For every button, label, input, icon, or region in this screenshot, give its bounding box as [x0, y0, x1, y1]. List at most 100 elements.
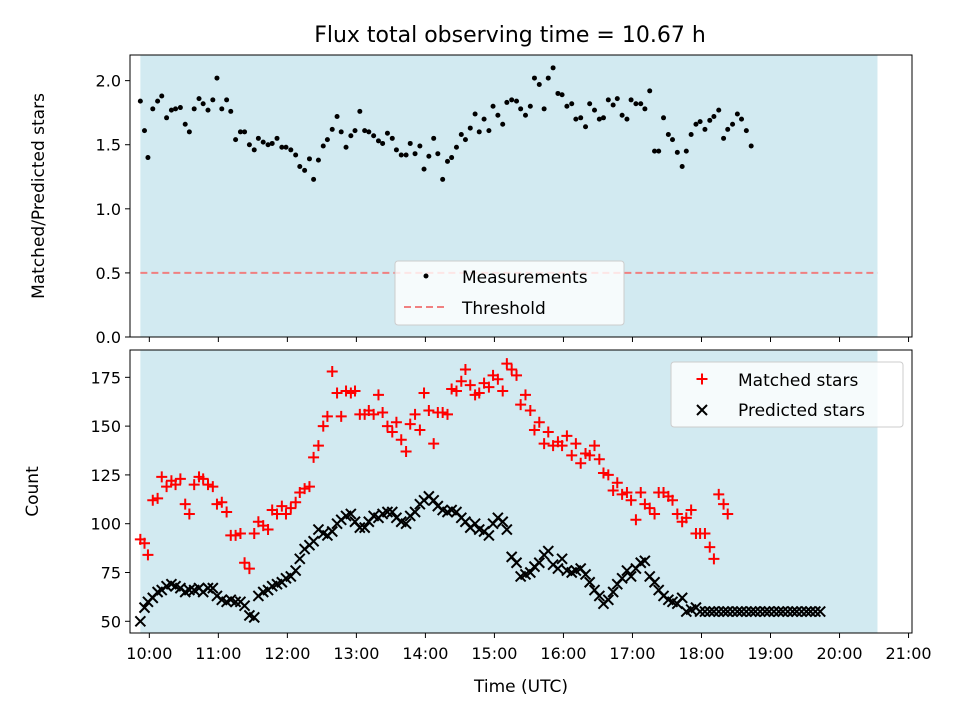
y-axis-ticks: 50 75 100 125 150 175 — [90, 368, 130, 631]
predicted-star-point — [763, 605, 775, 618]
chart-title: Flux total observing time = 10.67 h — [314, 23, 706, 48]
matched-star-point — [174, 473, 186, 485]
measurement-point — [472, 111, 478, 117]
measurement-point — [730, 121, 736, 127]
predicted-star-point — [786, 605, 799, 618]
matched-star-point — [138, 537, 150, 549]
measurement-point — [186, 129, 192, 135]
legend: Matched stars Predicted stars — [670, 361, 904, 428]
measurement-point — [559, 92, 565, 98]
predicted-star-point — [773, 605, 785, 618]
measurement-point — [182, 121, 188, 127]
predicted-star-point — [183, 584, 196, 596]
measurement-point — [279, 144, 285, 150]
matched-star-point — [321, 410, 333, 422]
y-tick-label: 175 — [90, 368, 121, 387]
measurement-point — [674, 149, 680, 155]
measurement-point — [371, 133, 377, 139]
matched-star-point — [216, 496, 228, 508]
measurement-point — [734, 111, 740, 117]
x-tick-label: 20:00 — [816, 644, 862, 663]
predicted-star-point — [533, 557, 545, 569]
measurement-point — [274, 135, 280, 141]
predicted-star-point — [427, 494, 440, 506]
measurement-point — [366, 129, 372, 135]
axes-frame — [129, 54, 913, 338]
measurement-point — [628, 97, 634, 103]
measurement-point — [412, 151, 418, 157]
predicted-star-point — [294, 553, 306, 565]
matched-star-point — [156, 471, 168, 483]
y-axis-label: Matched/Predicted stars — [29, 93, 49, 299]
predicted-star-point — [740, 605, 753, 618]
predicted-star-point — [307, 535, 320, 547]
predicted-star-point — [326, 525, 338, 538]
y-axis-ticks: 0.0 0.5 1.0 1.5 2.0 — [96, 72, 130, 347]
matched-star-point — [708, 553, 720, 565]
measurement-point — [527, 103, 533, 109]
measurement-point — [137, 98, 143, 104]
measurement-point — [237, 129, 243, 135]
legend-marker-predicted — [696, 404, 708, 416]
matched-star-point — [326, 365, 338, 377]
matched-star-point — [685, 504, 697, 516]
measurement-point — [531, 75, 537, 81]
predicted-star-point — [409, 506, 421, 518]
measurement-point — [306, 156, 312, 162]
x-tick-label: 13:00 — [333, 644, 379, 663]
predicted-star-point — [648, 576, 661, 588]
x-tick-label: 18:00 — [678, 644, 724, 663]
predicted-star-point — [469, 517, 481, 530]
measurement-point — [688, 131, 694, 137]
measurement-point — [596, 116, 602, 122]
measurement-point — [348, 133, 354, 139]
y-tick-label: 50 — [101, 612, 121, 631]
measurement-point — [500, 121, 506, 127]
matched-star-point — [459, 364, 471, 376]
legend-x-marker — [696, 404, 708, 416]
y-tick-label: 1.5 — [96, 136, 121, 155]
matched-star-point — [473, 387, 485, 399]
measurement-point — [624, 116, 630, 122]
matched-star-point — [423, 405, 435, 417]
measurement-point — [716, 107, 722, 113]
measurement-point — [486, 128, 492, 134]
predicted-star-point — [804, 605, 817, 618]
matched-star-point — [450, 385, 462, 397]
y-tick-label: 0.0 — [96, 328, 121, 347]
measurement-point — [495, 112, 501, 118]
measurement-point — [711, 114, 717, 120]
matched-star-point — [533, 416, 545, 428]
measurement-point — [592, 107, 598, 113]
measurement-point — [173, 106, 179, 112]
matched-star-point — [607, 485, 619, 497]
matched-star-point — [464, 379, 476, 391]
predicted-star-point — [501, 523, 513, 536]
count-panel: 50 75 100 125 150 175 10:00 11:00 12:00 13:00 14:… — [23, 349, 932, 697]
measurement-point — [536, 81, 542, 87]
measurement-point — [329, 126, 335, 132]
matched-star-point — [635, 486, 647, 498]
measurement-point — [159, 93, 165, 99]
predicted-star-point — [782, 605, 794, 618]
predicted-star-point — [381, 506, 394, 518]
measurement-point — [311, 176, 317, 182]
measurement-point — [293, 152, 299, 158]
measurement-point — [600, 115, 606, 121]
predicted-star-point — [814, 605, 826, 618]
matched-star-point — [584, 449, 596, 461]
axes-frame — [129, 349, 913, 634]
matched-star-point — [506, 364, 518, 376]
predicted-star-point — [552, 562, 564, 575]
measurement-point — [509, 97, 515, 103]
predicted-star-point — [358, 521, 371, 534]
matched-star-point — [625, 494, 637, 506]
measurement-point — [569, 101, 575, 107]
matched-star-point — [556, 440, 568, 452]
measurement-point — [141, 128, 147, 134]
matched-star-point — [718, 498, 730, 510]
matched-star-point — [230, 529, 242, 541]
predicted-star-point — [717, 605, 730, 618]
measurement-point — [155, 98, 161, 104]
